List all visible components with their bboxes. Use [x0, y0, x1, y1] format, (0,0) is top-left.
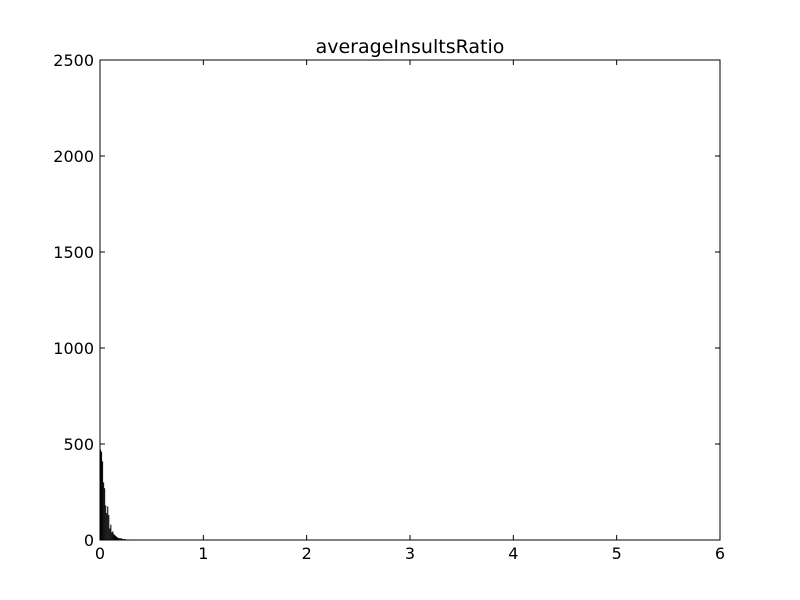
histogram-bar: [100, 449, 102, 540]
histogram-bar: [105, 505, 107, 540]
plot-frame: [99, 59, 721, 541]
axis-ticks: 0 1 2 3 4 5 6 0 500 1000 1500 2000 2500: [53, 51, 725, 563]
histogram-bar: [121, 538, 123, 540]
histogram-bar: [117, 537, 119, 540]
histogram-bar: [115, 536, 117, 540]
chart-title: averageInsultsRatio: [316, 36, 505, 58]
histogram-bar: [113, 534, 115, 540]
x-tick-label: 0: [95, 544, 105, 563]
x-tick-label: 3: [405, 544, 415, 563]
histogram-bar: [111, 532, 113, 540]
y-tick-label: 0: [84, 531, 94, 550]
histogram-bar: [107, 506, 109, 540]
y-tick-label: 1000: [53, 339, 94, 358]
x-tick-label: 4: [508, 544, 518, 563]
y-tick-label: 500: [63, 435, 94, 454]
histogram-bars: [100, 449, 145, 540]
histogram-bar: [101, 451, 103, 540]
histogram-bar: [109, 528, 111, 540]
histogram-bar: [119, 538, 121, 540]
x-tick-label: 6: [715, 544, 725, 563]
y-tick-label: 1500: [53, 243, 94, 262]
histogram-bar: [116, 537, 118, 540]
x-tick-label: 5: [612, 544, 622, 563]
histogram-bar: [102, 461, 104, 540]
histogram-bar: [114, 535, 116, 540]
histogram-bar: [104, 488, 106, 540]
histogram-bar: [110, 524, 112, 540]
x-tick-label: 2: [302, 544, 312, 563]
x-tick-label: 1: [198, 544, 208, 563]
y-tick-label: 2500: [53, 51, 94, 70]
histogram-bar: [108, 515, 110, 540]
histogram-bar: [118, 538, 120, 540]
histogram-bar: [103, 482, 105, 540]
histogram-bar: [106, 513, 108, 540]
histogram-bar: [120, 538, 122, 540]
y-tick-label: 2000: [53, 147, 94, 166]
histogram-bar: [112, 531, 114, 540]
